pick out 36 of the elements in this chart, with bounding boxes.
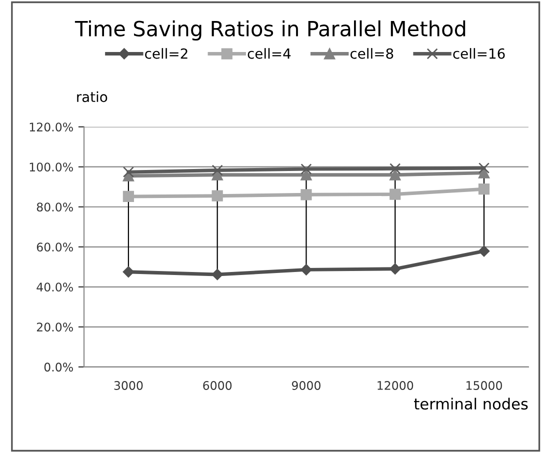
point [390,169,401,180]
point [390,163,401,174]
x-axis-title: terminal nodes [414,398,528,410]
y-tick-label: 120.0% [30,122,73,132]
point [478,245,490,257]
legend-label: cell=4 [248,48,291,59]
x-tick-label: 3000 [114,381,143,390]
point [478,162,490,174]
point [390,263,401,274]
point [212,190,223,202]
x-tick-label: 9000 [292,381,320,390]
point [122,266,134,278]
point [212,268,223,280]
x-tick-label: 12000 [378,381,414,390]
point [300,189,312,200]
point [478,184,490,195]
legend-label: cell=2 [145,48,188,59]
point [300,264,312,276]
point [300,164,312,175]
legend-label: cell=16 [453,48,505,59]
y-axis-title: ratio [77,91,108,102]
y-tick-label: 40.0% [36,282,73,292]
x-tick-label: 6000 [203,381,232,390]
y-tick-label: 60.0% [36,242,73,252]
chart-title: Time Saving Ratios in Parallel Method [74,20,466,41]
point [300,169,312,180]
y-tick-label: 80.0% [36,202,73,212]
point [122,166,134,178]
x-tick-label: 15000 [466,381,502,390]
point [122,190,134,202]
y-tick-label: 20.0% [36,322,73,332]
y-tick-label: 0.0% [44,362,73,372]
point [390,188,401,200]
legend-label: cell=8 [350,48,394,59]
point [212,164,223,176]
y-tick-label: 100.0% [30,162,73,172]
